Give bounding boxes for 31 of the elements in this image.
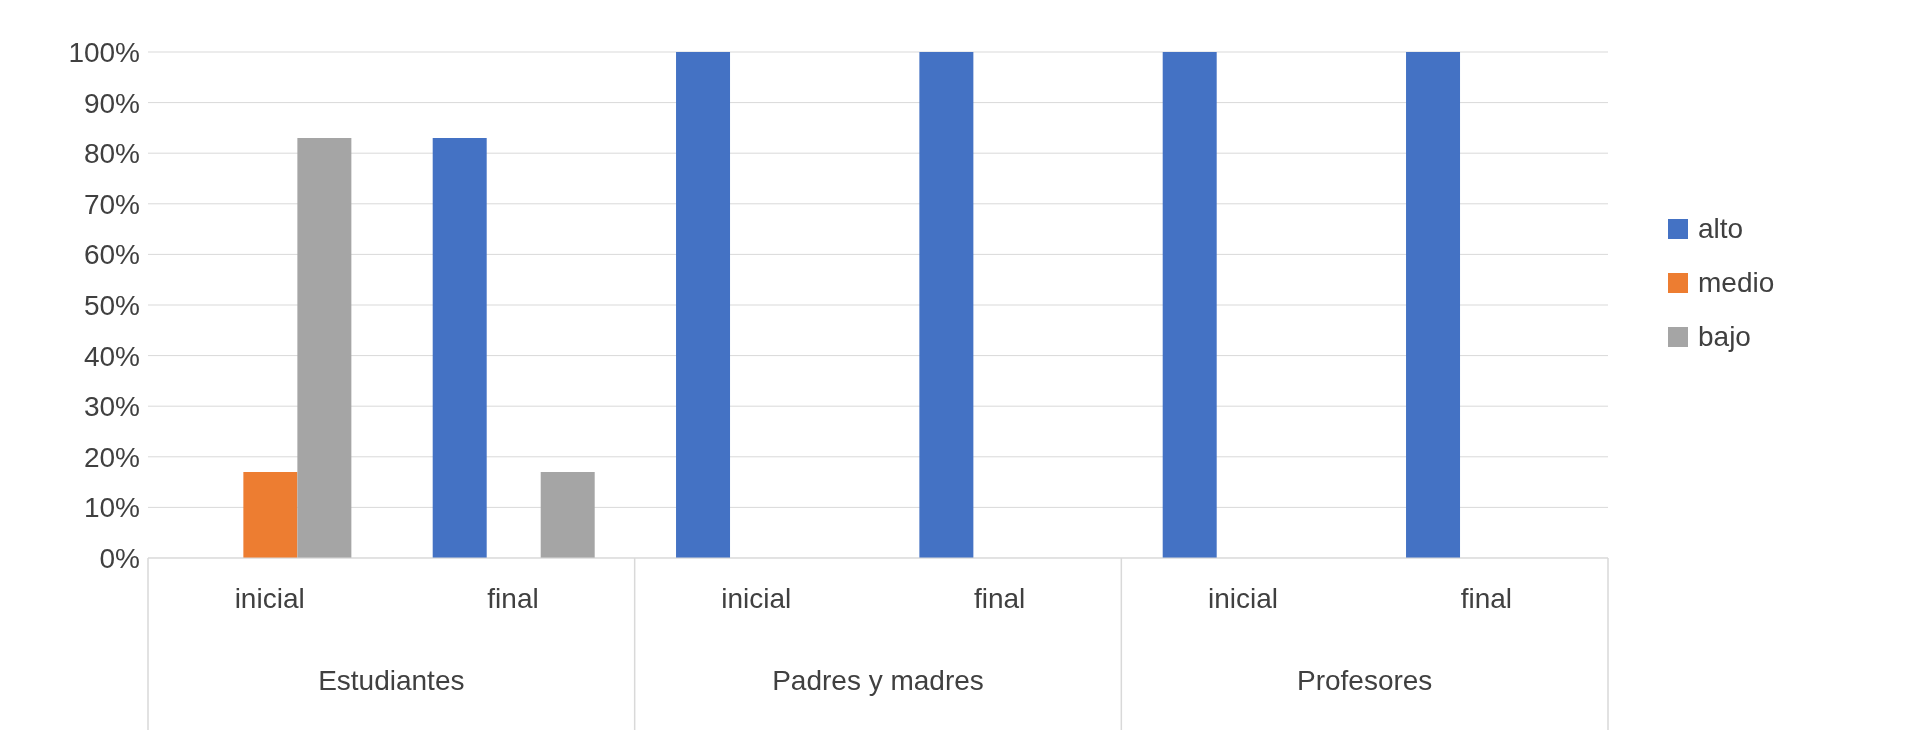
bar bbox=[540, 471, 595, 558]
x-tick-label: final bbox=[1460, 582, 1513, 614]
legend-label: bajo bbox=[1698, 321, 1751, 353]
y-tick-label: 80% bbox=[83, 138, 140, 170]
bar bbox=[1406, 52, 1461, 558]
legend-label: alto bbox=[1698, 213, 1744, 245]
text: Padres y madres bbox=[772, 665, 984, 696]
y-tick-label: 60% bbox=[83, 239, 140, 271]
x-tick-label: inicial bbox=[1207, 582, 1279, 614]
legend-label: medio bbox=[1698, 267, 1775, 299]
bar bbox=[676, 52, 731, 558]
y-tick-label: 20% bbox=[83, 441, 140, 473]
y-tick-label: 100% bbox=[68, 36, 140, 68]
y-tick-label: 70% bbox=[83, 188, 140, 220]
bar bbox=[919, 52, 974, 558]
y-tick-label: 40% bbox=[83, 340, 140, 372]
y-tick-label: 0% bbox=[99, 542, 140, 574]
y-tick-label: 90% bbox=[83, 87, 140, 119]
y-tick-label: 30% bbox=[83, 391, 140, 423]
x-tick-label: final bbox=[487, 582, 539, 614]
y-tick-label: 10% bbox=[83, 492, 140, 524]
x-tick-label: inicial bbox=[721, 582, 792, 614]
bar bbox=[1162, 52, 1217, 558]
x-tick-label: inicial bbox=[234, 582, 305, 614]
x-tick-label: final bbox=[973, 582, 1026, 614]
bar bbox=[243, 471, 298, 558]
text: Estudiantes bbox=[318, 665, 465, 696]
bar bbox=[432, 138, 487, 558]
text: Profesores bbox=[1296, 665, 1433, 696]
y-tick-label: 50% bbox=[83, 289, 140, 321]
bar bbox=[297, 138, 352, 558]
